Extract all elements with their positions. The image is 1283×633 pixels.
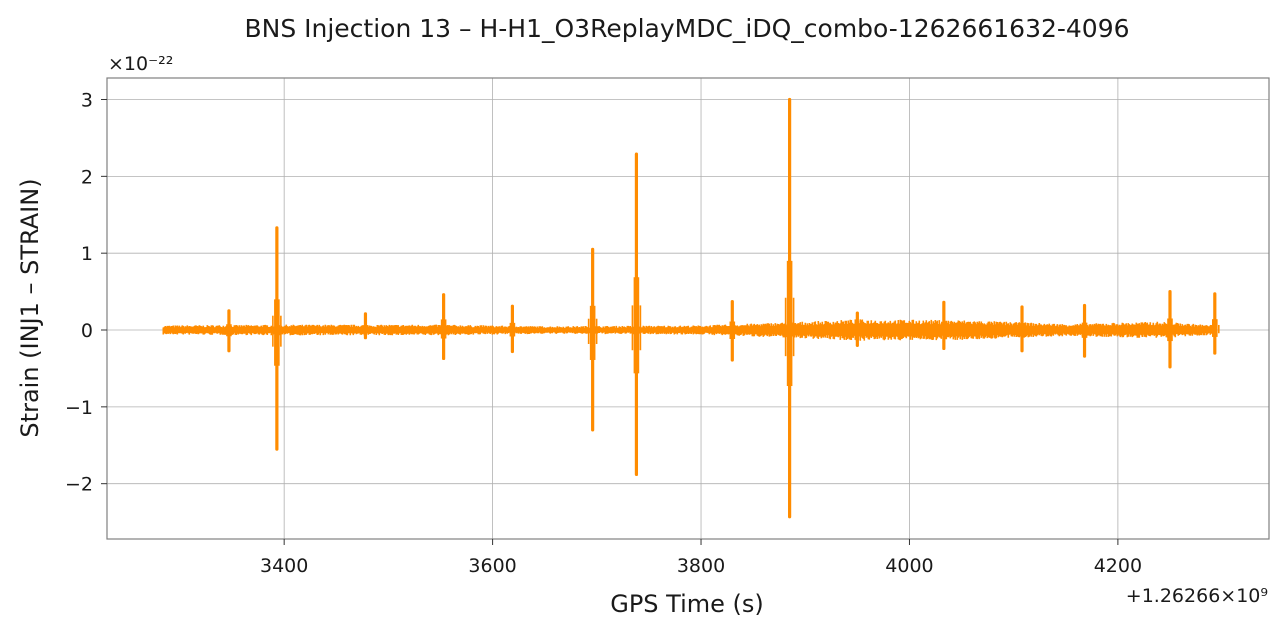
series-strain [162,97,1220,519]
x-axis-label: GPS Time (s) [610,590,764,618]
y-axis-ticks: −2 −1 0 1 2 3 [65,90,107,496]
chart-title: BNS Injection 13 – H-H1_O3ReplayMDC_iDQ_… [244,14,1129,43]
x-tick-label: 3800 [677,555,725,577]
x-tick-label: 3600 [468,555,516,577]
x-axis-ticks: 3400 3600 3800 4000 4200 [260,539,1142,577]
plot-frame [106,77,1270,540]
y-tick-label: 0 [81,320,93,342]
grid-lines [107,78,1269,539]
x-tick-label: 3400 [260,555,308,577]
y-tick-label: −2 [65,474,93,496]
y-tick-label: −1 [65,397,93,419]
x-tick-label: 4200 [1094,555,1142,577]
y-axis-label: Strain (INJ1 – STRAIN) [16,178,44,437]
y-tick-label: 2 [81,166,93,188]
y-scale-label: ×10⁻²² [108,53,173,75]
x-offset-label: +1.26266×10⁹ [1126,585,1268,607]
x-tick-label: 4000 [885,555,933,577]
y-tick-label: 1 [81,243,93,265]
y-tick-label: 3 [81,90,93,112]
